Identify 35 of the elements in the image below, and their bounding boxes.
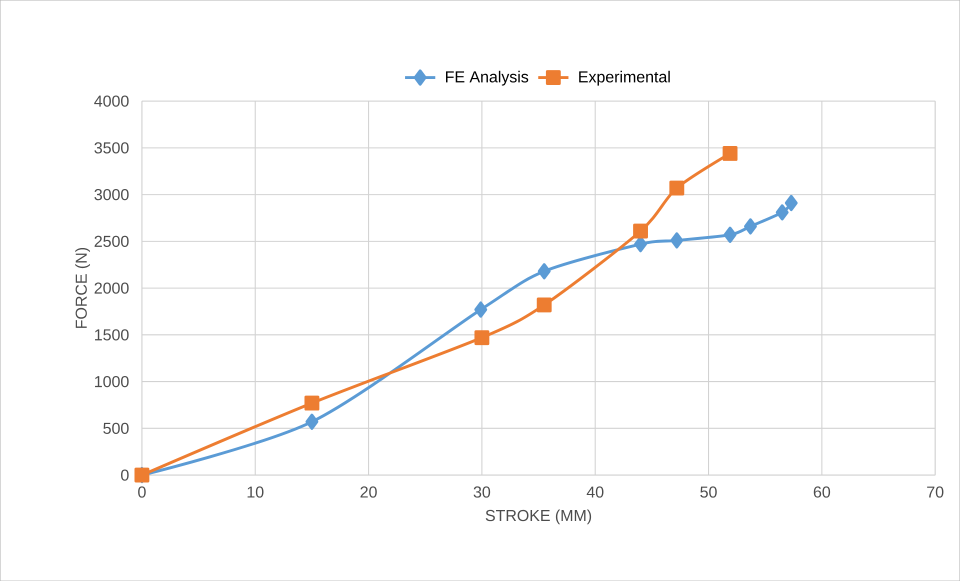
y-tick-label: 0 <box>121 469 129 481</box>
legend-label: FE Analysis <box>446 70 528 86</box>
y-tick-label: 3500 <box>94 142 129 154</box>
point <box>776 204 789 220</box>
x-tick-label: 40 <box>586 486 604 498</box>
x-tick-label: 20 <box>360 486 377 498</box>
point <box>744 218 757 234</box>
x-tick-label: 70 <box>927 486 944 498</box>
point <box>536 297 552 312</box>
y-tick-label: 2000 <box>94 282 129 294</box>
y-tick-label: 2500 <box>94 236 129 247</box>
point <box>474 301 488 318</box>
x-axis-title: STROKE (MM) <box>486 509 592 524</box>
x-tick-label: 10 <box>248 486 264 498</box>
y-tick-label: 500 <box>103 422 129 434</box>
y-tick-label: 4000 <box>94 95 129 107</box>
point <box>474 330 490 346</box>
point <box>305 414 318 430</box>
point <box>633 224 648 238</box>
x-tick-label: 60 <box>814 486 830 498</box>
y-tick-label: 3000 <box>94 188 129 200</box>
point <box>784 194 798 212</box>
x-tick-label: 30 <box>474 486 490 498</box>
legend-label: Experimental <box>579 70 670 86</box>
point <box>304 396 320 410</box>
y-axis-title: FORCE (N) <box>75 248 90 328</box>
point <box>724 226 737 243</box>
point <box>538 263 551 280</box>
y-tick-label: 1500 <box>95 329 129 340</box>
y-tick-label: 1000 <box>95 376 129 388</box>
point <box>722 146 738 161</box>
point <box>669 180 684 196</box>
x-tick-label: 50 <box>700 486 717 498</box>
x-tick-label: 0 <box>138 486 146 498</box>
point <box>670 232 684 248</box>
